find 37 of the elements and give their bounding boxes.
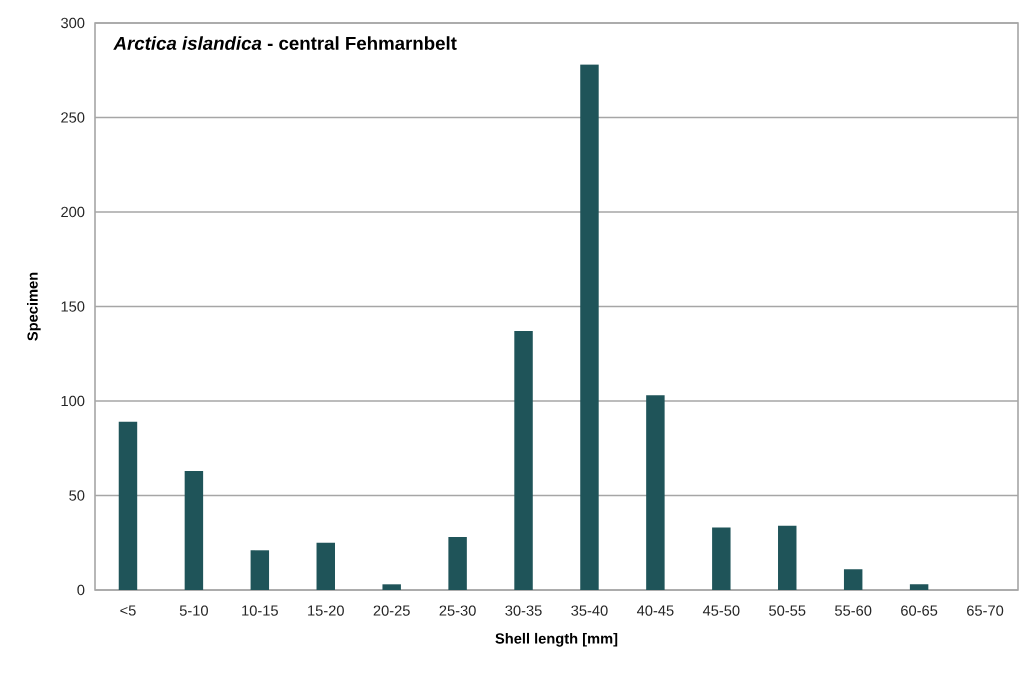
- x-tick-label: 35-40: [571, 605, 608, 616]
- x-tick-label: <5: [120, 605, 136, 616]
- bar: [316, 542, 335, 590]
- y-tick-label: 0: [77, 584, 85, 596]
- x-tick-label: 55-60: [835, 605, 872, 616]
- y-tick-label: 250: [61, 112, 85, 123]
- x-axis-title: Shell length [mm]: [495, 632, 618, 647]
- x-tick-label: 15-20: [308, 605, 344, 616]
- bar: [580, 64, 599, 590]
- bar: [118, 421, 138, 590]
- bar: [250, 550, 270, 590]
- y-tick-label: 100: [61, 395, 85, 407]
- x-tick-label: 60-65: [901, 605, 938, 616]
- bar: [646, 395, 665, 590]
- y-tick-label: 150: [61, 301, 85, 312]
- x-tick-label: 10-15: [242, 605, 278, 616]
- bar: [448, 537, 467, 590]
- bar: [712, 527, 731, 590]
- x-tick-label: 45-50: [702, 605, 740, 616]
- bar: [184, 470, 204, 590]
- x-tick-label: 40-45: [636, 605, 674, 616]
- x-tick-label: 30-35: [505, 605, 542, 616]
- y-tick-label: 300: [61, 17, 85, 29]
- bar: [843, 569, 863, 590]
- bar: [778, 525, 797, 590]
- y-tick-label: 50: [69, 490, 85, 501]
- text: Arctica islandica - central Fehmarnbelt: [113, 36, 457, 50]
- bar: [514, 331, 533, 590]
- y-tick-label: 200: [61, 206, 85, 218]
- x-tick-label: 65-70: [967, 605, 1004, 616]
- x-tick-label: 50-55: [769, 605, 806, 616]
- x-tick-label: 5-10: [179, 605, 208, 616]
- bar: [909, 584, 929, 590]
- x-tick-label: 20-25: [373, 605, 410, 616]
- bar: [382, 584, 401, 590]
- x-tick-label: 25-30: [439, 605, 476, 616]
- y-axis-title: Specimen: [27, 272, 41, 341]
